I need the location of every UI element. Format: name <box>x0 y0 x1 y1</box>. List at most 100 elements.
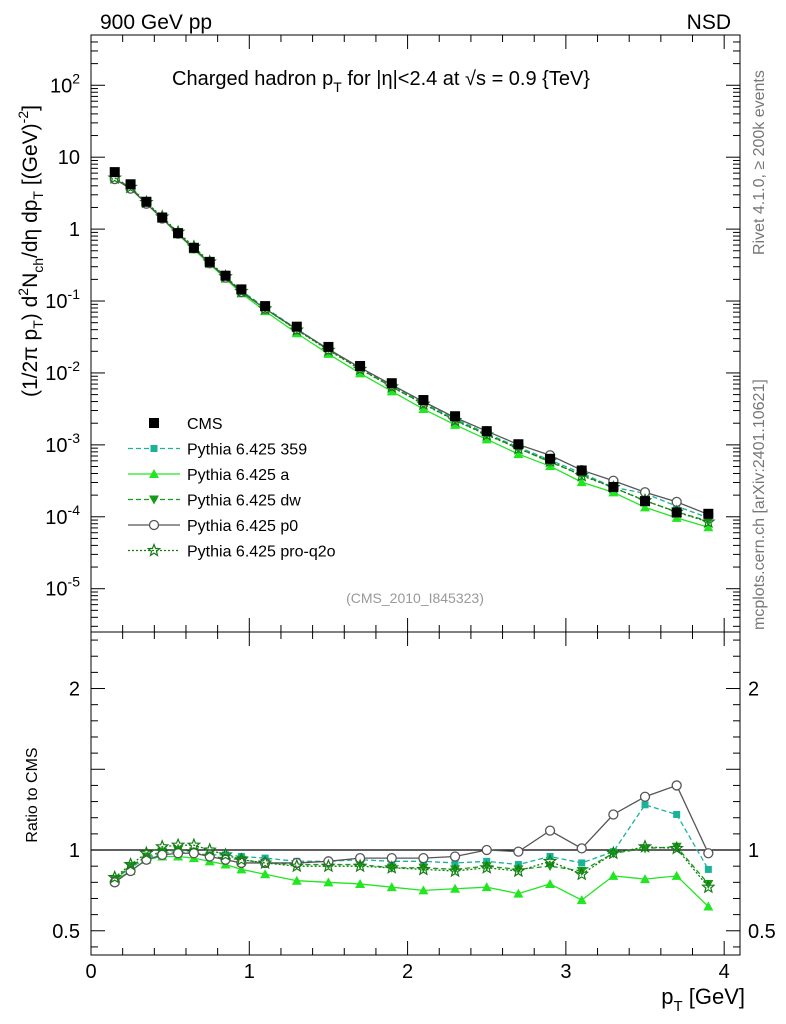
ratio-point-pa <box>355 878 366 888</box>
legend-marker-p359 <box>150 445 158 452</box>
cms-data-point <box>109 167 120 178</box>
ratio-point-pp0 <box>513 846 524 857</box>
y-tick-label-base: 10 <box>45 579 67 601</box>
x-tick-label: 3 <box>560 961 571 983</box>
ratio-point-p359 <box>704 865 712 873</box>
y-tick-label: 102 <box>50 70 80 97</box>
y-tick-label: 10-1 <box>45 286 80 313</box>
cms-data-point <box>513 439 524 450</box>
plot-title: Charged hadron pT for |η|<2.4 at √s = 0.… <box>172 68 590 95</box>
y-tick-label-exp: -5 <box>68 574 81 590</box>
cms-data-point <box>157 212 168 223</box>
ratio-point-p359 <box>673 810 681 818</box>
ratio-y-tick-label: 0.5 <box>52 921 80 943</box>
ratio-point-pq2o <box>606 845 621 860</box>
ratio-point-pa <box>418 885 429 895</box>
ratio-series-group <box>107 780 716 911</box>
ratio-point-pp0 <box>703 848 714 859</box>
cms-data-point <box>355 360 366 371</box>
ylabel-f: ] <box>19 105 42 111</box>
y-tick-label: 10-5 <box>45 574 80 601</box>
legend-marker-pp0 <box>148 519 160 531</box>
cms-data-point <box>640 496 651 507</box>
ratio-plot-frame <box>90 631 741 956</box>
cms-data-point <box>418 395 429 406</box>
ratio-point-pp0 <box>354 852 366 864</box>
xlabel-main: p <box>661 984 673 1009</box>
ratio-point-pp0 <box>157 849 168 861</box>
ratio-point-pp0 <box>291 857 302 869</box>
main-plot-frame <box>90 34 741 633</box>
y-tick-label-exp: 2 <box>72 70 80 86</box>
cms-data-point <box>386 378 397 389</box>
legend: CMS Pythia 6.425 359 Pythia 6.425 a Pythia … <box>128 416 336 561</box>
ratio-point-pa <box>386 882 397 892</box>
cms-data-point <box>173 228 184 239</box>
ratio-point-pa <box>671 870 682 880</box>
ratio-point-pq2o <box>574 866 589 881</box>
ratio-point-pq2o <box>669 840 684 855</box>
ratio-y-tick-label-right: 0.5 <box>748 921 776 943</box>
ratio-point-pq2o <box>186 837 202 852</box>
cms-data-point <box>125 179 136 190</box>
cms-data-point <box>545 453 556 464</box>
ratio-point-pq2o <box>352 858 368 873</box>
x-tick-label: 2 <box>402 961 413 983</box>
ratio-point-pq2o <box>107 869 123 884</box>
y-tick-label-base: 10 <box>45 435 67 457</box>
ratio-axis-label: Ratio to CMS <box>24 747 41 842</box>
title-sub: T <box>333 79 342 95</box>
ratio-point-pp0 <box>481 844 492 856</box>
ratio-point-pq2o <box>321 858 336 873</box>
ratio-point-pdw <box>418 863 429 873</box>
cms-data-point <box>220 270 231 281</box>
ratio-axis-ticks: 0.5 0.5 1 1 2 2 0 1 2 3 4 <box>52 632 776 983</box>
title-main: Charged hadron p <box>172 68 333 90</box>
ratio-y-tick-label-right: 2 <box>748 679 759 701</box>
ratio-point-pdw <box>671 842 682 852</box>
y-tick-label-exp: -4 <box>68 502 81 518</box>
ratio-point-pdw <box>576 867 587 877</box>
ratio-point-p359 <box>578 859 586 867</box>
cms-data-point <box>188 242 199 253</box>
y-tick-label: 10 <box>58 147 80 169</box>
main-point-pq2o <box>701 514 716 529</box>
cms-data-point <box>703 508 714 519</box>
ratio-y-tick-label: 2 <box>69 679 80 701</box>
ylabel-e-sup: -2 <box>15 111 31 124</box>
y-tick-label: 1 <box>69 219 80 241</box>
x-tick-label: 0 <box>85 961 96 983</box>
ratio-point-pq2o <box>154 839 170 853</box>
y-tick-label-exp: -2 <box>68 358 81 374</box>
ratio-point-pp0 <box>608 809 619 820</box>
mcplots-label: mcplots.cern.ch [arXiv:2401.10621] <box>751 379 768 630</box>
cms-data-point <box>576 465 587 476</box>
ratio-point-pp0 <box>449 851 461 862</box>
legend-marker-pq2o <box>146 542 162 557</box>
x-tick-label: 1 <box>244 961 255 983</box>
y-tick-label-base: 10 <box>45 363 67 385</box>
cms-data-point <box>450 411 461 422</box>
cms-data-point <box>260 301 271 312</box>
ratio-point-pa <box>323 877 334 887</box>
ratio-point-pdw <box>481 862 492 872</box>
ratio-point-pp0 <box>188 848 200 859</box>
y-tick-label-base: 10 <box>45 507 67 529</box>
rivet-label: Rivet 4.1.0, ≥ 200k events <box>751 70 768 255</box>
legend-marker-pdw <box>149 495 159 505</box>
ratio-point-pq2o <box>416 861 431 876</box>
ylabel-b-sup: 2 <box>15 288 31 296</box>
ratio-point-pdw <box>450 865 461 875</box>
ratio-point-pp0 <box>109 877 120 888</box>
y-tick-label-base: 10 <box>45 291 67 313</box>
cms-data-point <box>481 426 492 437</box>
ratio-point-pq2o <box>447 863 463 878</box>
ylabel-e: [(GeV) <box>19 123 42 191</box>
ratio-point-pa <box>545 878 556 888</box>
ratio-point-pp0 <box>172 848 184 859</box>
ratio-point-p359 <box>641 801 649 809</box>
legend-label: Pythia 6.425 359 <box>187 442 307 459</box>
ratio-y-tick-label-right: 1 <box>748 840 759 862</box>
ratio-point-pa <box>481 882 492 892</box>
